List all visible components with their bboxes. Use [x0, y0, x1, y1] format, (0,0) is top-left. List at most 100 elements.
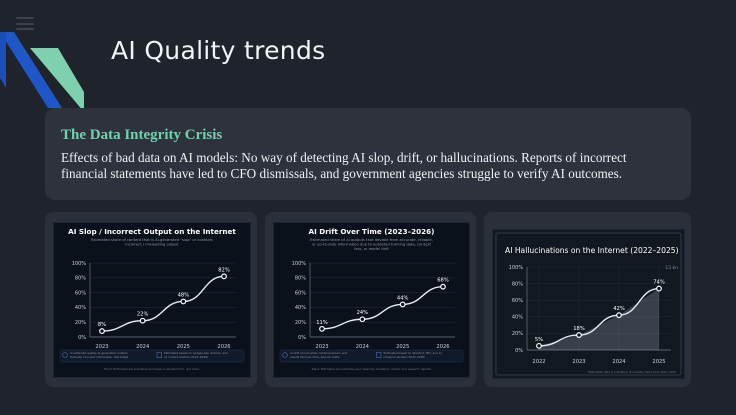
series-line — [538, 287, 660, 347]
note-line: results fall over time, less accurate, — [290, 355, 340, 359]
x-tick-label: 2024 — [136, 344, 150, 350]
y-tick-label: 100% — [509, 265, 524, 271]
document-icon — [156, 352, 162, 358]
y-tick-label: 60% — [512, 298, 523, 304]
note-line: Estimated based on Google Ads, Scholar, … — [164, 351, 228, 355]
chart-subtitle-line: Estimated share of content that is AI-ge… — [91, 238, 213, 242]
chart-footer: *Estimated data is indicative of industr… — [587, 370, 676, 374]
y-tick-label: 20% — [512, 331, 523, 337]
data-label: 5% — [535, 337, 543, 343]
y-tick-label: 80% — [75, 276, 86, 282]
chart-image-slop: AI Slop / Incorrect Output on the Intern… — [53, 222, 251, 378]
y-tick-label: 40% — [75, 305, 86, 311]
x-tick-label: 2024 — [356, 344, 370, 350]
data-label: 74% — [653, 280, 665, 286]
x-tick-label: 2023 — [572, 359, 585, 365]
x-tick-label: 2025 — [396, 344, 409, 350]
chart-footer: Trend: Estimated are indicative and draw… — [310, 367, 431, 371]
chart-subtitle-line: loss, or model drift — [354, 247, 389, 251]
data-point — [139, 317, 146, 324]
corner-stripes-decoration — [0, 32, 84, 112]
menu-icon[interactable] — [16, 17, 34, 30]
data-point — [576, 332, 582, 338]
info-icon — [282, 352, 288, 358]
note-line: Unreflected quality AI generated content… — [70, 351, 128, 355]
y-tick-label: 20% — [75, 320, 86, 326]
x-tick-label: 2025 — [177, 344, 190, 350]
y-tick-label: 60% — [295, 290, 306, 296]
y-tick-label: 0% — [298, 335, 306, 341]
y-tick-label: 20% — [295, 320, 306, 326]
note-line: AI content studies (2023–2026) — [164, 355, 208, 359]
data-point — [359, 316, 366, 323]
y-tick-label: 80% — [512, 281, 523, 287]
data-label: 82% — [218, 267, 230, 273]
chart-title: AI Hallucinations on the Internet (2022–… — [505, 246, 679, 255]
x-tick-label: 2023 — [315, 344, 328, 350]
y-tick-label: 0% — [515, 348, 523, 354]
x-tick-label: 2025 — [652, 359, 665, 365]
series-line — [321, 285, 444, 330]
data-point — [399, 301, 406, 308]
series-line — [101, 275, 225, 332]
y-tick-label: 40% — [512, 315, 523, 321]
slide-title: AI Quality trends — [111, 36, 326, 65]
chart-title: AI Drift Over Time (2023–2026) — [309, 227, 435, 236]
x-tick-label: 2024 — [612, 359, 626, 365]
y-tick-label: 80% — [295, 276, 306, 282]
chart-frame — [495, 232, 682, 376]
crisis-card: The Data Integrity Crisis Effects of bad… — [45, 108, 691, 200]
note-line: factually incorrect information, fabrica… — [70, 355, 129, 359]
data-label: 22% — [137, 312, 149, 318]
chart-slop: AI Slop / Incorrect Output on the Intern… — [59, 227, 245, 371]
y-tick-label: 100% — [72, 261, 87, 267]
note-line: Estimated based on Stanford, MIT, and AI — [384, 351, 442, 355]
chart-image-hallucinations: 13 kn AI Hallucinations on the Internet (… — [492, 229, 685, 379]
chart-hallucinations: 13 kn AI Hallucinations on the Internet (… — [495, 232, 682, 376]
x-tick-label: 2026 — [436, 344, 449, 350]
note-line: research studies (2023–2026) — [384, 355, 426, 359]
data-label: 11% — [316, 320, 328, 326]
y-tick-label: 60% — [75, 290, 86, 296]
chart-subtitle-line: Estimated share of AI outputs that devia… — [310, 238, 433, 242]
chart-card-slop: AI Slop / Incorrect Output on the Intern… — [45, 212, 257, 387]
series-area — [539, 288, 659, 350]
data-label: 18% — [573, 326, 585, 332]
data-label: 44% — [397, 295, 409, 301]
y-tick-label: 40% — [295, 305, 306, 311]
data-point — [319, 325, 325, 332]
corner-tag: 13 kn — [665, 265, 678, 271]
chart-subtitle-line: or up-to-date information due to outdate… — [312, 243, 431, 247]
y-tick-label: 0% — [78, 335, 86, 341]
chart-subtitle-line: incorrect / misleading output — [125, 243, 179, 247]
notes-box — [59, 349, 245, 363]
chart-drift: AI Drift Over Time (2023–2026) Estimated … — [279, 227, 464, 371]
data-point — [221, 273, 227, 280]
data-point — [180, 298, 187, 305]
data-point — [99, 328, 105, 334]
x-tick-label: 2026 — [217, 344, 230, 350]
data-label: 24% — [357, 310, 369, 316]
document-icon — [376, 352, 382, 358]
notes-box — [279, 349, 464, 363]
crisis-body: Effects of bad data on AI models: No way… — [61, 150, 627, 181]
chart-footer: Trend: Estimated are indicative and draw… — [103, 367, 200, 371]
crisis-title: The Data Integrity Crisis — [61, 127, 223, 143]
chart-card-hallucinations: 13 kn AI Hallucinations on the Internet (… — [484, 212, 691, 387]
y-tick-label: 100% — [292, 261, 307, 267]
x-tick-label: 2023 — [95, 344, 108, 350]
data-point — [616, 312, 622, 319]
chart-image-drift: AI Drift Over Time (2023–2026) Estimated … — [273, 222, 470, 378]
chart-card-drift: AI Drift Over Time (2023–2026) Estimated … — [265, 212, 476, 387]
chart-title: AI Slop / Incorrect Output on the Intern… — [68, 227, 236, 236]
info-icon — [62, 352, 68, 358]
data-point — [440, 283, 446, 290]
x-tick-label: 2022 — [532, 359, 545, 365]
data-label: 42% — [613, 306, 625, 312]
note-line: AI drift occurs when model precision and — [290, 351, 347, 355]
data-label: 8% — [98, 322, 106, 328]
data-point — [536, 342, 542, 349]
data-label: 48% — [178, 292, 190, 298]
data-label: 68% — [437, 278, 449, 284]
data-point — [656, 285, 662, 292]
